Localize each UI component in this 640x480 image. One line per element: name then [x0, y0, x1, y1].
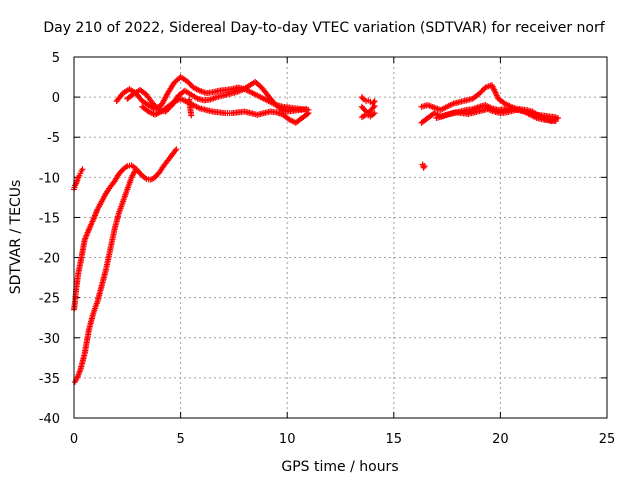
series-0	[71, 146, 180, 313]
data-point-marker	[370, 104, 377, 111]
data-point-marker	[304, 111, 311, 118]
x-tick-label: 0	[70, 432, 78, 447]
y-tick-label: -40	[39, 412, 60, 427]
y-tick-label: -15	[39, 211, 60, 226]
grid	[74, 57, 607, 418]
y-tick-label: 0	[52, 91, 60, 106]
chart-title: Day 210 of 2022, Sidereal Day-to-day VTE…	[43, 20, 605, 36]
data-point-marker	[305, 110, 312, 117]
data-point-marker	[371, 102, 378, 109]
data-point-marker	[303, 106, 310, 113]
series-7	[358, 94, 378, 121]
plot-frame	[73, 56, 608, 419]
data-point-marker	[173, 146, 180, 153]
data-marks	[71, 74, 561, 385]
x-tick-label: 5	[176, 432, 184, 447]
x-axis-label: GPS time / hours	[281, 459, 398, 475]
series-2	[71, 166, 86, 193]
data-point-marker	[79, 166, 86, 173]
series-6	[186, 96, 195, 119]
x-tick-label: 25	[599, 432, 616, 447]
data-point-marker	[554, 114, 561, 121]
y-tick-label: -35	[39, 372, 60, 387]
y-tick-label: -25	[39, 292, 60, 307]
data-point-marker	[359, 95, 366, 102]
axis-ticks: 0 5 10 15 20 25 5 0 -5 -10 -15 -20 -25 -30 -35 -40	[39, 51, 616, 447]
y-tick-label: -5	[47, 131, 60, 146]
x-tick-label: 20	[492, 432, 509, 447]
y-axis-label: SDTVAR / TECUs	[8, 180, 24, 295]
y-tick-label: -30	[39, 332, 60, 347]
data-point-marker	[132, 166, 139, 173]
y-tick-label: -10	[39, 171, 60, 186]
data-point-marker	[362, 107, 369, 114]
y-tick-label: -20	[39, 252, 60, 267]
series-8	[419, 161, 428, 171]
data-point-marker	[421, 163, 428, 170]
x-tick-label: 15	[386, 432, 403, 447]
data-point-marker	[371, 110, 378, 117]
data-point-marker	[188, 112, 195, 119]
series-11	[433, 106, 561, 125]
series-1	[72, 166, 139, 385]
y-tick-label: 5	[52, 51, 60, 66]
x-tick-label: 10	[279, 432, 296, 447]
